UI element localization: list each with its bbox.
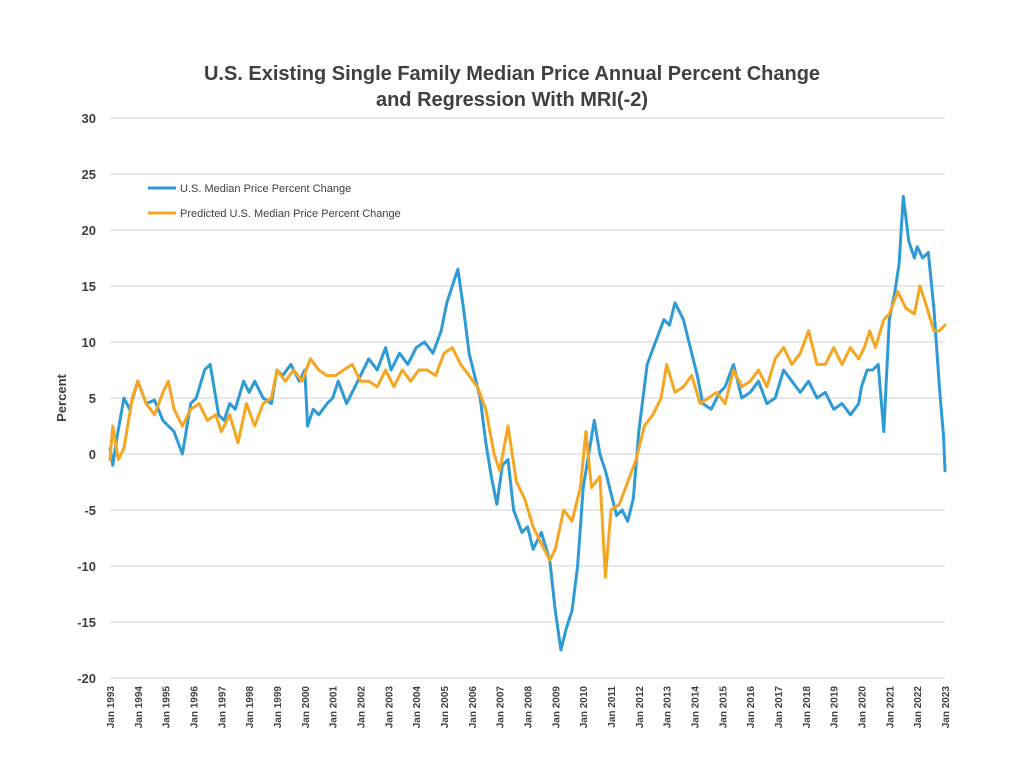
x-tick-label: Jan 2017: [774, 686, 785, 729]
x-tick-label: Jan 2007: [496, 686, 507, 729]
x-tick-label: Jan 2009: [551, 686, 562, 729]
y-tick-label: -20: [77, 671, 96, 686]
series-line-predicted: [108, 284, 947, 579]
legend: U.S. Median Price Percent Change Predict…: [148, 183, 401, 220]
x-tick-label: Jan 2023: [941, 686, 952, 729]
x-tick-label: Jan 2012: [635, 686, 646, 729]
x-tick-label: Jan 1997: [217, 686, 228, 729]
x-tick-label: Jan 2022: [913, 686, 924, 729]
y-tick-label: 20: [82, 223, 96, 238]
x-axis-ticks: Jan 1993 Jan 1994 Jan 1995 Jan 1996 Jan 1997…: [106, 686, 952, 729]
y-tick-label: 15: [82, 279, 96, 294]
x-tick-label: Jan 1995: [162, 686, 173, 729]
y-tick-label: 30: [82, 111, 96, 126]
x-tick-label: Jan 2010: [579, 686, 590, 729]
y-tick-label: 10: [82, 335, 96, 350]
chart-title-line-2: and Regression With MRI(-2): [376, 89, 648, 111]
y-axis-ticks: 30 25 20 15 10 5 0 -5 -10 -15 -20: [77, 111, 96, 686]
x-tick-label: Jan 2003: [384, 686, 395, 729]
x-tick-label: Jan 2004: [412, 686, 423, 729]
x-tick-label: Jan 1993: [106, 686, 117, 729]
x-tick-label: Jan 2000: [301, 686, 312, 729]
x-tick-label: Jan 2014: [691, 686, 702, 729]
y-tick-label: -10: [77, 559, 96, 574]
y-tick-label: -15: [77, 615, 96, 630]
x-tick-label: Jan 1996: [190, 686, 201, 729]
x-tick-label: Jan 2019: [830, 686, 841, 729]
x-tick-label: Jan 1998: [245, 686, 256, 729]
legend-label-predicted: Predicted U.S. Median Price Percent Chan…: [180, 208, 401, 220]
y-tick-label: 25: [82, 167, 96, 182]
x-tick-label: Jan 2016: [746, 686, 757, 729]
x-tick-label: Jan 1994: [134, 686, 145, 729]
y-tick-label: 5: [89, 391, 96, 406]
x-tick-label: Jan 2021: [885, 686, 896, 729]
x-tick-label: Jan 2002: [357, 686, 368, 729]
chart-title: U.S. Existing Single Family Median Price…: [204, 63, 820, 111]
legend-label-median-price: U.S. Median Price Percent Change: [180, 183, 351, 195]
x-tick-label: Jan 2006: [468, 686, 479, 729]
x-tick-label: Jan 2018: [802, 686, 813, 729]
x-tick-label: Jan 2001: [329, 686, 340, 729]
x-tick-label: Jan 2005: [440, 686, 451, 729]
series-lines: [108, 194, 947, 652]
x-tick-label: Jan 2008: [524, 686, 535, 729]
y-axis-label: Percent: [54, 373, 69, 421]
series-line-median-price: [108, 194, 947, 652]
y-tick-label: -5: [84, 503, 96, 518]
chart-title-line-1: U.S. Existing Single Family Median Price…: [204, 63, 820, 85]
gridlines: [110, 117, 945, 679]
x-tick-label: Jan 2011: [607, 686, 618, 728]
y-tick-label: 0: [89, 447, 96, 462]
x-tick-label: Jan 2020: [858, 686, 869, 729]
x-tick-label: Jan 2015: [718, 686, 729, 729]
x-tick-label: Jan 2013: [663, 686, 674, 729]
x-tick-label: Jan 1999: [273, 686, 284, 729]
